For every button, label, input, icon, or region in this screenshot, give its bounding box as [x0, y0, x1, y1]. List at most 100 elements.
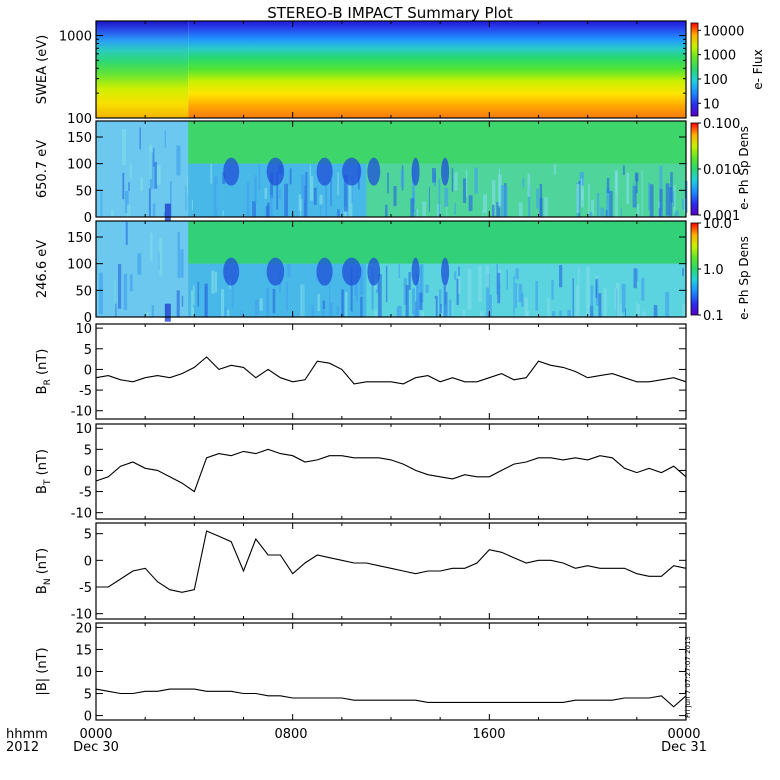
pad-650-heatmap-streak [622, 165, 625, 175]
pad-650-heatmap-streak [606, 187, 611, 217]
pad-650-heatmap-streak [337, 209, 340, 217]
bt-y-label-unit: (nT) [35, 449, 50, 479]
pad-246-heatmap-streak [496, 263, 499, 295]
bmag-y-tick-label: 10 [75, 666, 92, 681]
pad-650-heatmap-streak [348, 181, 353, 217]
pad-246-heatmap-streak [434, 295, 438, 317]
pad-650-heatmap-streak [252, 201, 256, 217]
pad-246-heatmap-streak [374, 310, 378, 317]
pad-650-heatmap-streak [674, 210, 679, 217]
pad-650-heatmap-streak [278, 189, 281, 199]
pad-650-heatmap-streak [153, 147, 155, 167]
pad-246-heatmap-streak [231, 274, 234, 309]
pad-650-heatmap-streak [454, 203, 456, 216]
pad-246-heatmap-streak [497, 272, 501, 304]
swea-colorbar-label: e- Flux [751, 49, 765, 89]
pad-650-heatmap-streak [553, 164, 556, 176]
bn-y-tick-label: -10 [71, 608, 92, 623]
swea-y-label-symbol: SWEA (eV) [35, 35, 50, 104]
pad-246-heatmap-streak [480, 311, 484, 317]
pad-650-colorbar-label: e- Ph Sp Dens [737, 126, 751, 210]
bn-y-tick-label: -5 [79, 581, 92, 596]
pad-650-heatmap-streak [191, 199, 194, 211]
pad-246-heatmap-streak [577, 266, 580, 313]
pad-246-heatmap-streak [192, 285, 195, 305]
br-frame [95, 323, 687, 420]
pad-650-heatmap-streak [504, 186, 508, 217]
pad-246-heatmap-streak [653, 305, 658, 317]
pad-246-heatmap-streak [341, 289, 344, 317]
bt-y-tick-label: 0 [84, 464, 92, 479]
pad-246-heatmap-streak [462, 309, 465, 317]
pad-246-heatmap-streak [515, 282, 518, 308]
pad-650-heatmap-streak [673, 185, 676, 214]
pad-246-heatmap-streak [311, 304, 314, 317]
pad-246-panel: 150 100 50 0 246.6 eV 10.0 1.0 0.1 e- Ph Sp Dens [35, 217, 751, 326]
pad-650-heatmap-dip [164, 203, 171, 222]
pad-246-heatmap-streak [254, 299, 259, 316]
pad-246-heatmap-streak [445, 276, 448, 317]
pad-246-heatmap-dip [342, 257, 362, 286]
pad-246-heatmap-streak [642, 311, 646, 317]
pad-246-heatmap-streak [419, 264, 424, 303]
pad-650-heatmap-streak [581, 178, 584, 208]
pad-650-heatmap-streak [600, 207, 605, 217]
pad-246-heatmap-streak [513, 275, 515, 315]
pad-650-y-tick-label: 50 [75, 184, 92, 199]
pad-246-heatmap-streak [286, 282, 289, 311]
x-tick-label-1: 0800 [274, 727, 307, 742]
pad-650-heatmap-streak [169, 180, 172, 217]
pad-650-heatmap-dip [266, 157, 285, 186]
pad-246-heatmap-streak [633, 268, 637, 289]
pad-246-heatmap-streak [329, 284, 331, 317]
pad-650-heatmap-streak [122, 172, 125, 200]
pad-246-heatmap-streak [180, 249, 184, 278]
pad-246-heatmap-streak [416, 279, 420, 317]
pad-246-heatmap-streak [478, 265, 482, 302]
pad-246-heatmap-streak [489, 294, 492, 317]
pad-650-heatmap-streak [140, 177, 144, 192]
pad-650-heatmap-streak [491, 180, 496, 216]
pad-650-heatmap-streak [454, 172, 458, 191]
bt-frame [95, 423, 687, 520]
br-y-label: BR (nT) [35, 349, 53, 395]
pad-246-heatmap-dip [164, 303, 171, 322]
pad-246-heatmap-streak [641, 277, 645, 301]
pad-246-heatmap-streak [682, 267, 684, 277]
pad-650-heatmap-dip [441, 157, 450, 186]
pad-246-colorbar-tick-label: 0.1 [703, 309, 724, 324]
pad-246-heatmap-streak [439, 289, 442, 317]
pad-650-heatmap-streak [438, 179, 441, 217]
pad-246-y-label: 246.6 eV [35, 240, 50, 298]
pad-650-heatmap-streak [152, 203, 156, 217]
pad-246-heatmap-streak [486, 273, 490, 317]
pad-650-heatmap-streak [605, 210, 608, 217]
pad-246-heatmap-streak [467, 268, 472, 310]
pad-246-heatmap-streak [506, 269, 508, 290]
pad-650-heatmap-streak [649, 184, 654, 217]
pad-246-heatmap-streak [147, 311, 150, 317]
pad-246-heatmap-streak [603, 288, 607, 317]
year-label: 2012 [6, 740, 39, 755]
pad-246-heatmap-streak [620, 303, 622, 317]
pad-650-heatmap-early [96, 121, 189, 217]
pad-246-heatmap-dip [441, 257, 450, 286]
pad-650-heatmap-streak [412, 192, 415, 203]
x-date-label-3: Dec 31 [661, 740, 707, 755]
pad-650-heatmap-streak [498, 174, 502, 206]
pad-650-heatmap-streak [139, 127, 141, 150]
x-tick-label-3: 0000 [667, 727, 700, 742]
pad-246-heatmap-streak [226, 309, 230, 317]
pad-650-y-label-symbol: 650.7 eV [35, 140, 50, 198]
pad-246-heatmap-upper [188, 221, 686, 264]
br-y-tick-label: -5 [79, 384, 92, 399]
bn-series-line [96, 530, 687, 593]
pad-650-heatmap-streak [325, 185, 328, 217]
x-date-label-0: Dec 30 [73, 740, 119, 755]
bmag-y-label: |B| (nT) [35, 647, 50, 695]
pad-246-heatmap-streak [448, 299, 452, 317]
swea-heatmap-early [96, 21, 189, 118]
pad-650-heatmap-streak [428, 187, 430, 212]
pad-650-heatmap-streak [148, 188, 151, 217]
